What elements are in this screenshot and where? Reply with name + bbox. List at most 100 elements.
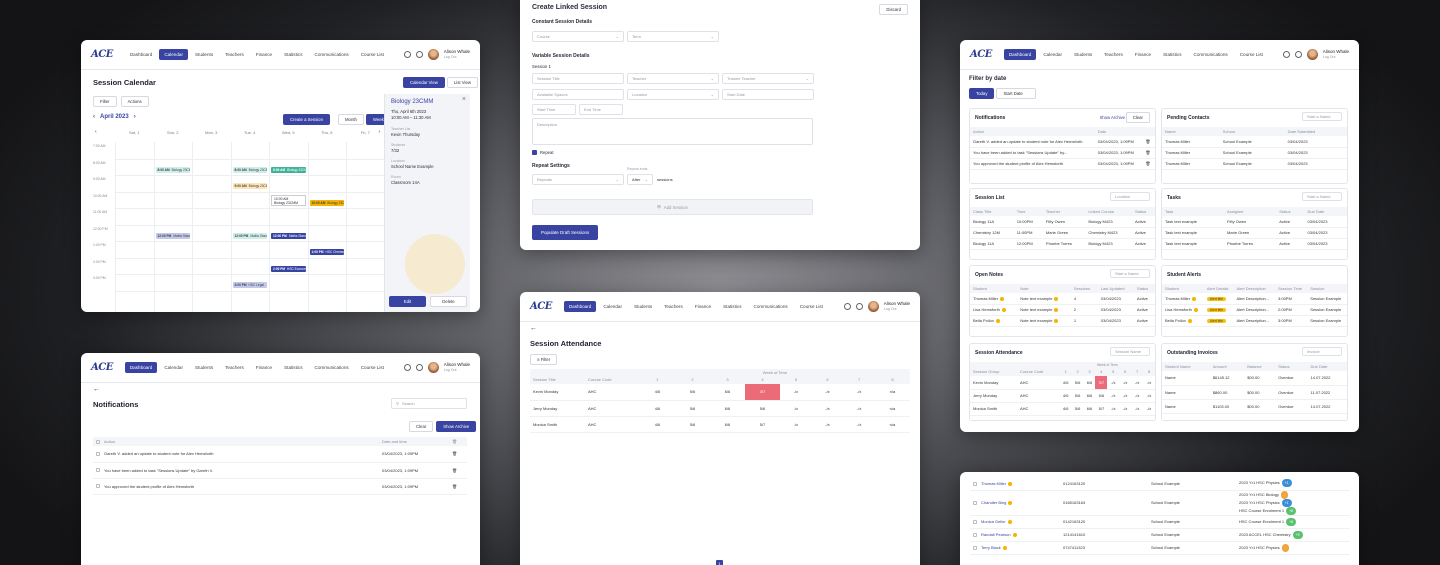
table-row[interactable]: You have been added to task "Sessions Up… [93, 462, 467, 479]
table-row[interactable]: Gareth V. added an update to student not… [93, 446, 467, 463]
close-icon[interactable]: × [461, 96, 466, 103]
day-column[interactable] [153, 142, 193, 312]
attendance-cell[interactable]: -/x [811, 384, 844, 401]
table-row[interactable]: Thomas Miller Alert title Alert Descriptio… [1162, 293, 1347, 305]
search-icon[interactable] [1282, 51, 1290, 58]
table-row[interactable]: Randall Pearson 1214141610 School Example 2… [970, 528, 1350, 542]
attendance-cell[interactable]: n/a [874, 416, 910, 433]
nav-calendar[interactable]: Calendar [1043, 52, 1062, 57]
avatar[interactable] [427, 362, 439, 373]
table-row[interactable]: Thomas Miller School Example 03/04/2023 [1162, 147, 1347, 159]
attendance-cell[interactable]: -/x [811, 416, 844, 433]
repeats-select[interactable]: Repeats ⌄ [532, 174, 624, 185]
row-checkbox[interactable] [973, 519, 977, 524]
attendance-cell[interactable]: 6/6 [710, 400, 745, 417]
settings-icon[interactable] [415, 51, 423, 58]
calendar-event[interactable]: 3:00 PM HSC Legal [232, 282, 267, 289]
attendance-cell[interactable]: 5/7 [745, 416, 780, 433]
course-select[interactable]: Course ⌄ [532, 31, 624, 42]
day-column[interactable] [269, 142, 308, 312]
edit-button[interactable]: Edit [389, 296, 426, 307]
attendance-cell[interactable]: 3/7 [1095, 376, 1108, 390]
course-count-badge[interactable]: +8 [1286, 506, 1297, 514]
show-archive-link[interactable]: Show Archive [1099, 115, 1125, 120]
table-row[interactable]: Name $1103.00 $00.00 Overdue 14.07.2022 [1162, 399, 1347, 414]
nav-dashboard[interactable]: Dashboard [129, 52, 153, 57]
after-select[interactable]: After ⌄ [627, 174, 653, 185]
attendance-cell[interactable]: n/a [874, 384, 910, 401]
nav-students[interactable]: Students [633, 304, 653, 309]
back-arrow-icon[interactable]: ← [93, 386, 100, 393]
section-search-input[interactable]: Start a Name [1110, 269, 1150, 278]
attendance-cell[interactable]: 6/6 [710, 384, 745, 401]
start-date-input[interactable]: Start Date [996, 88, 1037, 99]
nav-calendar[interactable]: Calendar [164, 365, 183, 370]
table-row[interactable]: Kevin Monday AHC 4/6 5/6 6/6 3/7 -/x -/x -/x n/a [530, 384, 910, 401]
available-spaces-input[interactable]: Available Spaces [532, 89, 624, 100]
table-row[interactable]: Kevin Monday AHC 4/6 5/6 6/6 3/7 -/x -/x -/x -/x [970, 376, 1155, 390]
day-column[interactable] [346, 142, 385, 312]
table-row[interactable]: Thomas Miller School Example 03/04/2023 [1162, 158, 1347, 170]
next-month-icon[interactable]: › [133, 114, 136, 120]
list-view-button[interactable]: List View [446, 77, 478, 88]
attendance-cell[interactable]: 4/6 [640, 400, 675, 417]
table-row[interactable]: Task text example Marie Green Active 03/04/… [1162, 227, 1347, 239]
delete-button[interactable]: Delete [430, 296, 467, 307]
nav-dashboard[interactable]: Dashboard [563, 301, 597, 312]
attendance-cell[interactable]: -/x [843, 384, 875, 401]
logout-link[interactable]: Log Out [443, 368, 457, 372]
row-checkbox[interactable] [96, 484, 100, 489]
calendar-event-expanded[interactable]: 10:00 AM Biology 23CMM [271, 194, 306, 206]
section-search-input[interactable]: Start a Name [1302, 192, 1342, 201]
trash-icon[interactable]: 🗑 [449, 478, 467, 495]
filter-button[interactable]: ≡ Filter [530, 354, 558, 365]
nav-students[interactable]: Students [194, 52, 214, 57]
today-button[interactable]: Today [969, 88, 995, 99]
start-date-input[interactable]: Start Date [722, 89, 814, 100]
nav-calendar[interactable]: Calendar [159, 49, 188, 60]
row-checkbox[interactable] [973, 545, 977, 550]
attendance-cell[interactable]: 4/6 [1059, 376, 1072, 390]
attendance-cell[interactable]: -/x [1143, 389, 1155, 403]
attendance-cell[interactable]: 3/7 [745, 384, 780, 401]
attendance-cell[interactable]: 4/6 [640, 416, 675, 433]
attendance-cell[interactable]: -/x [811, 400, 844, 417]
attendance-cell[interactable]: -/x [780, 416, 812, 433]
attendance-cell[interactable]: -/x [1119, 389, 1132, 403]
nav-finance[interactable]: Finance [255, 52, 273, 57]
attendance-cell[interactable]: -/x [780, 384, 812, 401]
clear-button[interactable]: Clear [1125, 112, 1150, 123]
nav-teachers[interactable]: Teachers [225, 52, 244, 57]
table-row[interactable]: Task text example Fifty Owen Active 03/04/2… [1162, 216, 1347, 228]
nav-students[interactable]: Students [1073, 52, 1093, 57]
attendance-cell[interactable]: -/x [1107, 389, 1120, 403]
nav-course-list[interactable]: Course List [799, 304, 823, 309]
attendance-cell[interactable]: 4/6 [1059, 389, 1072, 403]
nav-finance[interactable]: Finance [255, 365, 273, 370]
nav-dashboard[interactable]: Dashboard [124, 362, 158, 373]
table-row[interactable]: Jerry Monday AHC 4/6 5/6 6/6 5/6 -/x -/x -/x n/a [530, 400, 910, 417]
table-row[interactable]: Thomas Miller 0124163120 School Example 202… [970, 477, 1350, 491]
attendance-cell[interactable]: 6/6 [1083, 376, 1096, 390]
attendance-cell[interactable]: -/x [780, 400, 812, 417]
nav-teachers[interactable]: Teachers [225, 365, 244, 370]
show-archive-button[interactable]: Show Archive [436, 421, 477, 432]
row-checkbox[interactable] [973, 481, 977, 486]
attendance-cell[interactable]: -/x [1119, 376, 1132, 390]
create-session-button[interactable]: Create a Session [283, 114, 330, 125]
attendance-cell[interactable]: 4/6 [1059, 402, 1072, 416]
attendance-cell[interactable]: -/x [1131, 376, 1144, 390]
attendance-cell[interactable]: 5/6 [1071, 402, 1084, 416]
search-icon[interactable] [403, 364, 411, 371]
attendance-cell[interactable]: 6/6 [1083, 389, 1096, 403]
section-search-input[interactable]: Start a Name [1302, 112, 1342, 121]
attendance-cell[interactable]: 4/6 [640, 384, 675, 401]
nav-finance[interactable]: Finance [694, 304, 712, 309]
nav-students[interactable]: Students [194, 365, 214, 370]
table-row[interactable]: You approved the student profile of Alex… [93, 478, 467, 495]
